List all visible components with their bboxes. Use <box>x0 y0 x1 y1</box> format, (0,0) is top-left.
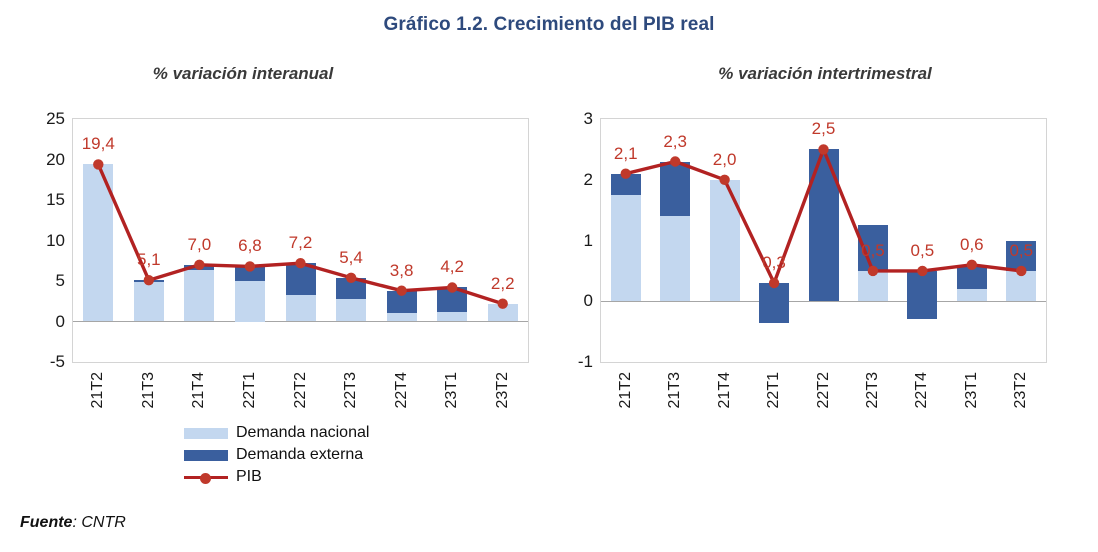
source-separator: : <box>72 514 82 531</box>
legend-line-pib-icon <box>184 472 228 484</box>
x-axis-tick: 22T1 <box>765 372 783 409</box>
bar-demanda-externa <box>234 266 265 281</box>
bar-demanda-nacional <box>610 194 641 302</box>
x-axis-tick: 21T4 <box>190 372 208 409</box>
bar-demanda-nacional <box>956 289 987 302</box>
pib-data-label: 7,2 <box>288 233 313 253</box>
legend-item-pib[interactable]: PIB <box>184 466 369 488</box>
legend-swatch-externa-icon <box>184 449 228 461</box>
y-axis-tick: 1 <box>583 230 593 250</box>
bar-demanda-externa <box>336 277 367 299</box>
bar-demanda-externa <box>610 173 641 195</box>
legend-interanual: Demanda nacional Demanda externa PIB <box>184 422 369 488</box>
bar-demanda-externa <box>956 264 987 290</box>
bar-demanda-nacional <box>285 294 316 322</box>
bar-demanda-nacional <box>386 312 417 322</box>
bar-demanda-externa <box>808 149 839 302</box>
bar-demanda-nacional <box>184 269 215 322</box>
y-axis-tick: 25 <box>46 109 65 128</box>
bar-demanda-externa <box>184 264 215 270</box>
pib-data-label: 0,6 <box>960 234 984 254</box>
source-label: Fuente <box>20 514 73 531</box>
bar-demanda-nacional <box>437 311 468 322</box>
pib-data-label: 0,3 <box>762 253 786 273</box>
y-axis-tick: 2 <box>583 169 593 189</box>
plot-area-intertrimestral: 3 2 1 0 -1 21T2 21T3 21T4 22T1 22T2 22T3 22T4 23T1 23… <box>578 109 1047 408</box>
legend-swatch-nacional-icon <box>184 427 228 439</box>
pib-data-label: 2,1 <box>613 143 638 163</box>
bar-demanda-externa <box>285 263 316 295</box>
x-axis-tick: 21T4 <box>715 372 733 409</box>
x-axis-tick: 22T1 <box>240 372 258 409</box>
legend-label-pib: PIB <box>236 468 262 485</box>
x-axis-tick: 23T2 <box>493 372 511 409</box>
legend-item-demanda-nacional[interactable]: Demanda nacional <box>184 422 369 444</box>
x-axis-tick: 22T2 <box>291 372 309 409</box>
page-title: Gráfico 1.2. Crecimiento del PIB real <box>383 14 715 35</box>
zero-axis-line <box>73 320 528 323</box>
y-axis-tick: -5 <box>49 352 65 371</box>
legend-item-demanda-externa[interactable]: Demanda externa <box>184 444 369 466</box>
panel-subtitle-intertrimestral: % variación intertrimestral <box>718 64 932 83</box>
x-axis-tick: 21T2 <box>616 372 634 409</box>
y-axis-tick: 15 <box>46 190 65 209</box>
y-axis-tick: 3 <box>583 109 593 128</box>
bar-demanda-nacional <box>336 298 367 322</box>
x-axis-tick: 22T4 <box>913 372 931 409</box>
bar-demanda-nacional <box>234 281 265 322</box>
x-axis-tick: 22T4 <box>392 372 410 409</box>
pib-data-label: 6,8 <box>238 236 262 256</box>
pib-data-label: 7,0 <box>187 234 212 254</box>
bar-demanda-nacional <box>487 303 518 322</box>
bar-demanda-nacional <box>709 179 740 302</box>
bar-demanda-externa <box>437 287 468 312</box>
x-axis-tick: 21T3 <box>139 372 157 409</box>
bar-demanda-externa <box>759 283 790 323</box>
pib-data-label: 0,5 <box>910 240 935 260</box>
pib-data-label: 0,5 <box>1009 240 1034 260</box>
pib-data-label: 2,0 <box>712 149 737 169</box>
x-axis-tick: 21T3 <box>666 372 684 409</box>
bar-demanda-externa <box>907 270 938 320</box>
x-axis-tick: 23T1 <box>443 372 461 409</box>
legend-label-nacional: Demanda nacional <box>236 424 370 441</box>
chart-panel-interanual: % variación interanual 25 20 15 10 5 0 -5 21T2 2… <box>8 56 538 504</box>
y-axis-tick: 10 <box>46 230 65 250</box>
x-axis-tick: 23T2 <box>1012 372 1030 409</box>
pib-data-label: 3,8 <box>389 260 414 280</box>
pib-data-label: 2,2 <box>490 273 515 293</box>
x-axis-tick: 23T1 <box>962 372 980 409</box>
chart-panel-intertrimestral: % variación intertrimestral 3 2 1 0 -1 21T2 21… <box>532 56 1062 504</box>
zero-axis-line <box>601 300 1046 302</box>
pib-data-label: 5,1 <box>137 250 161 270</box>
pib-data-label: 2,5 <box>811 119 836 139</box>
y-axis-tick: 5 <box>55 271 65 290</box>
y-axis-tick: -1 <box>577 352 593 371</box>
pib-data-label: 19,4 <box>81 134 115 154</box>
source-value: CNTR <box>81 514 126 531</box>
y-axis-tick: 0 <box>55 311 65 331</box>
x-axis-tick: 21T2 <box>89 372 107 409</box>
bar-demanda-nacional <box>83 164 114 322</box>
x-axis-tick: 22T3 <box>342 372 360 409</box>
source-note: Fuente: CNTR <box>20 514 126 532</box>
x-axis-tick: 22T2 <box>814 372 832 409</box>
legend-label-externa: Demanda externa <box>236 446 364 463</box>
bar-demanda-nacional <box>660 216 691 302</box>
bar-demanda-externa <box>133 280 164 282</box>
y-axis-tick: 20 <box>46 149 65 169</box>
pib-data-label: 2,3 <box>663 131 687 151</box>
bar-demanda-externa <box>660 161 691 217</box>
bar-demanda-nacional <box>133 281 164 322</box>
plot-area-interanual: 25 20 15 10 5 0 -5 21T2 21T3 21T4 22T1 22T2 22T3 22T4… <box>46 109 529 408</box>
bar-demanda-externa <box>386 290 417 313</box>
x-axis-tick: 22T3 <box>863 372 881 409</box>
y-axis-tick: 0 <box>583 291 593 311</box>
panel-subtitle-interanual: % variación interanual <box>152 64 334 83</box>
pib-data-label: 0,5 <box>861 240 885 260</box>
pib-data-label: 4,2 <box>440 257 464 277</box>
pib-data-label: 5,4 <box>339 247 363 267</box>
